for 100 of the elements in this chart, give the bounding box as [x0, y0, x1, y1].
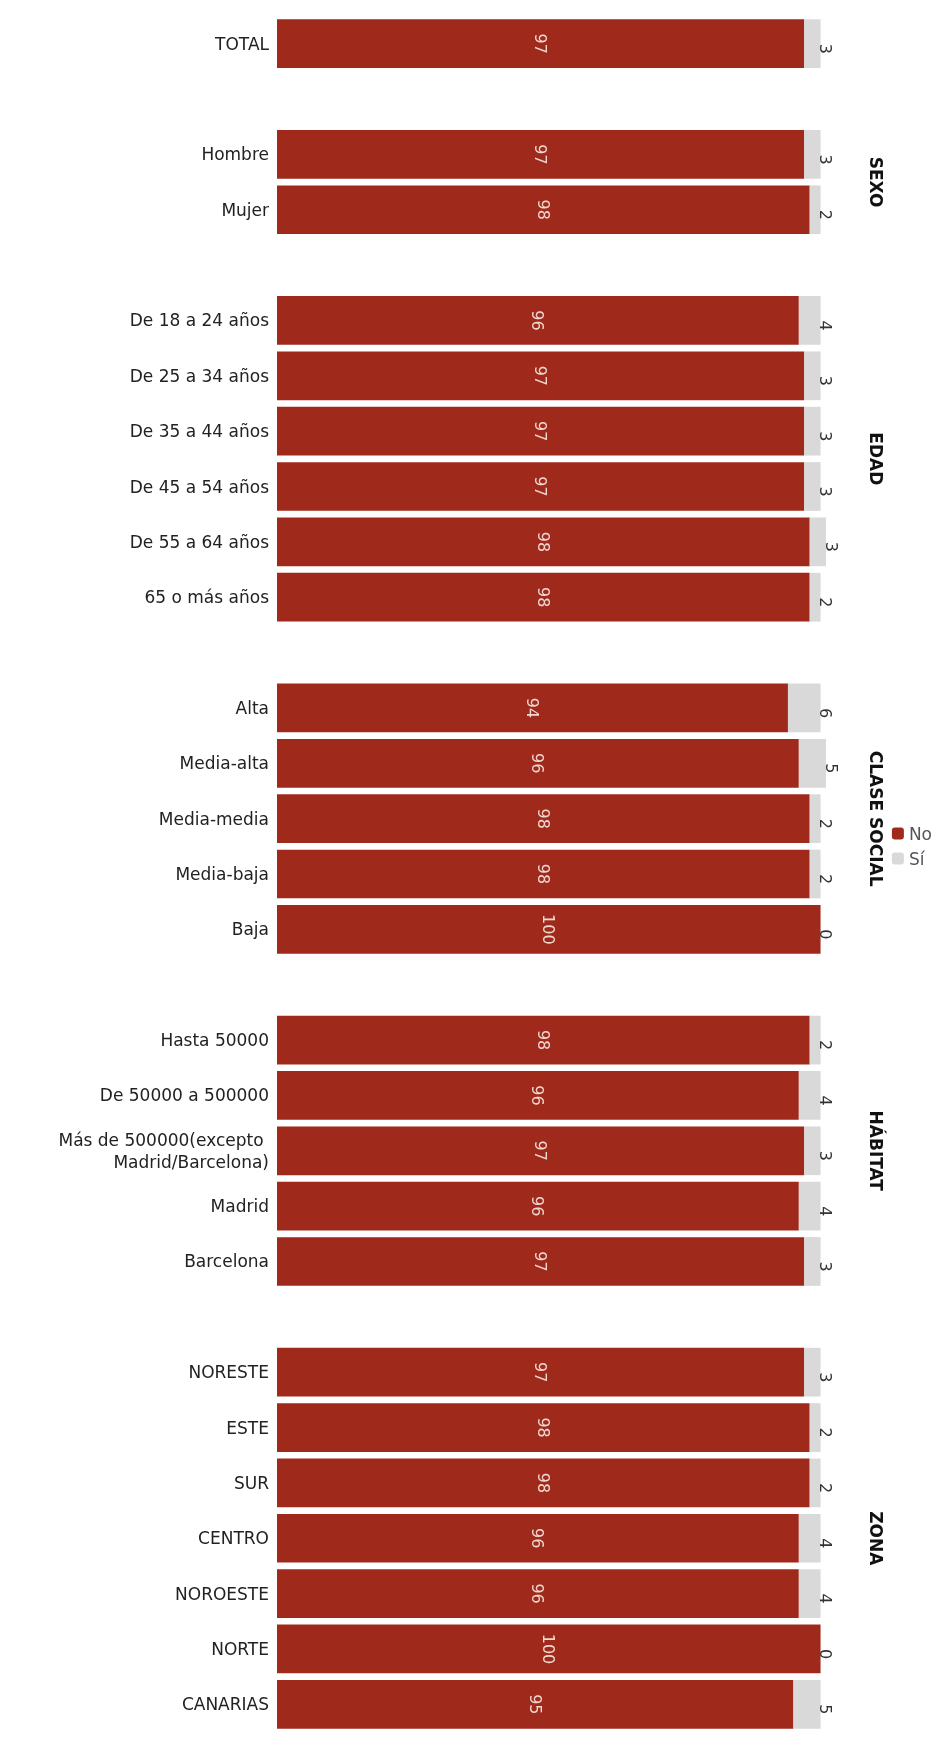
bar: [277, 1513, 799, 1563]
bar: [809, 572, 821, 622]
bar: [798, 1513, 821, 1563]
data-label: 3: [816, 154, 836, 165]
data-label: 3: [816, 375, 836, 386]
bar: [277, 185, 810, 235]
bar: [277, 19, 805, 69]
y-tick-label: NORTE: [211, 1638, 269, 1659]
bar: [798, 738, 826, 788]
bar: [798, 1071, 821, 1120]
bar: [277, 794, 810, 843]
bar: [277, 905, 821, 954]
text: ZONA: [866, 1511, 886, 1567]
bar: [277, 462, 805, 511]
data-label: 95: [525, 1694, 545, 1715]
bar: [277, 1569, 799, 1618]
data-label: 3: [816, 1372, 836, 1383]
data-label: 96: [528, 1528, 548, 1549]
data-label: 4: [816, 1593, 836, 1604]
data-label: 97: [531, 1362, 551, 1383]
data-label: 98: [533, 1472, 553, 1494]
y-tick-label: Baja: [231, 919, 269, 940]
bar: [804, 1347, 821, 1397]
bar: [809, 1458, 821, 1508]
y-tick-label: Media-media: [158, 808, 269, 829]
bar: [804, 130, 821, 179]
data-label: 96: [528, 753, 548, 774]
y-tick-label: De 35 a 44 años: [129, 421, 270, 442]
text: HÁBITAT: [866, 1110, 887, 1192]
data-label: 3: [816, 431, 836, 442]
text: EDAD: [866, 432, 886, 486]
data-label: 2: [816, 1427, 836, 1438]
bar: [277, 351, 805, 401]
bar: [804, 1237, 821, 1286]
bar: [277, 1624, 821, 1674]
y-tick-label: NORESTE: [188, 1362, 269, 1383]
data-label: 96: [528, 1085, 548, 1106]
data-label: 3: [816, 1150, 836, 1161]
bar: [277, 1181, 799, 1231]
bar: [804, 1126, 821, 1176]
y-tick-label: De 50000 a 500000: [99, 1085, 269, 1106]
data-label: 98: [533, 1417, 553, 1438]
y-tick-label: Hasta 50000: [160, 1030, 269, 1051]
bar: [277, 1071, 799, 1120]
data-label: 98: [533, 808, 553, 829]
bar: [798, 296, 821, 345]
y-tick-label: Mujer: [221, 199, 269, 220]
bar: [277, 683, 788, 733]
bar: [809, 1403, 821, 1452]
data-label: 97: [531, 476, 551, 497]
bar: [277, 1347, 805, 1397]
bar: [809, 185, 821, 235]
data-label: 97: [531, 33, 551, 54]
bar: [277, 517, 810, 567]
data-label: 4: [816, 320, 836, 331]
y-tick-label: TOTAL: [214, 33, 270, 54]
bar: [277, 1679, 794, 1729]
data-label: 98: [533, 199, 553, 220]
text: SEXO: [866, 156, 886, 208]
text: CLASE SOCIAL: [866, 750, 886, 887]
y-tick-label: Más de 500000(excepto Madrid/Barcelona): [58, 1129, 269, 1172]
y-tick-label: De 18 a 24 años: [129, 310, 270, 331]
data-label: 98: [533, 1029, 553, 1051]
data-label: 3: [816, 1261, 836, 1272]
bar: [804, 351, 821, 401]
data-label: 96: [528, 1583, 548, 1604]
bar: [277, 1237, 805, 1286]
data-label: 2: [816, 597, 836, 608]
bar: [277, 406, 805, 456]
y-tick-label: Media-baja: [175, 864, 269, 884]
bar: [787, 683, 821, 733]
data-label: 97: [531, 1251, 551, 1272]
data-label: 97: [531, 1140, 551, 1161]
bar: [277, 572, 810, 622]
bar: [277, 1403, 810, 1452]
y-tick-label: De 25 a 34 años: [129, 365, 270, 386]
bar: [804, 462, 821, 511]
data-label: 2: [816, 1482, 836, 1494]
data-label: 98: [533, 587, 553, 608]
y-tick-label: Alta: [235, 697, 269, 718]
bar: [809, 1015, 821, 1065]
data-label: 4: [816, 1206, 836, 1217]
data-label: 2: [816, 818, 836, 829]
bar: [804, 19, 821, 69]
legend-label: Sí: [908, 848, 926, 869]
y-tick-label: Barcelona: [184, 1251, 269, 1272]
data-label: 98: [533, 863, 553, 885]
y-tick-label: CENTRO: [198, 1528, 269, 1549]
data-label: 98: [533, 531, 553, 553]
data-label: 94: [522, 697, 542, 719]
data-label: 5: [821, 763, 841, 774]
data-label: 97: [531, 420, 551, 442]
y-tick-label: De 45 a 54 años: [129, 476, 270, 497]
y-tick-label: De 55 a 64 años: [129, 531, 270, 552]
legend-label: No: [908, 823, 933, 844]
y-tick-label: SUR: [233, 1472, 270, 1493]
data-label: 6: [816, 707, 836, 719]
bar: [277, 738, 799, 788]
y-tick-label: ESTE: [226, 1417, 269, 1438]
data-label: 97: [531, 144, 551, 165]
